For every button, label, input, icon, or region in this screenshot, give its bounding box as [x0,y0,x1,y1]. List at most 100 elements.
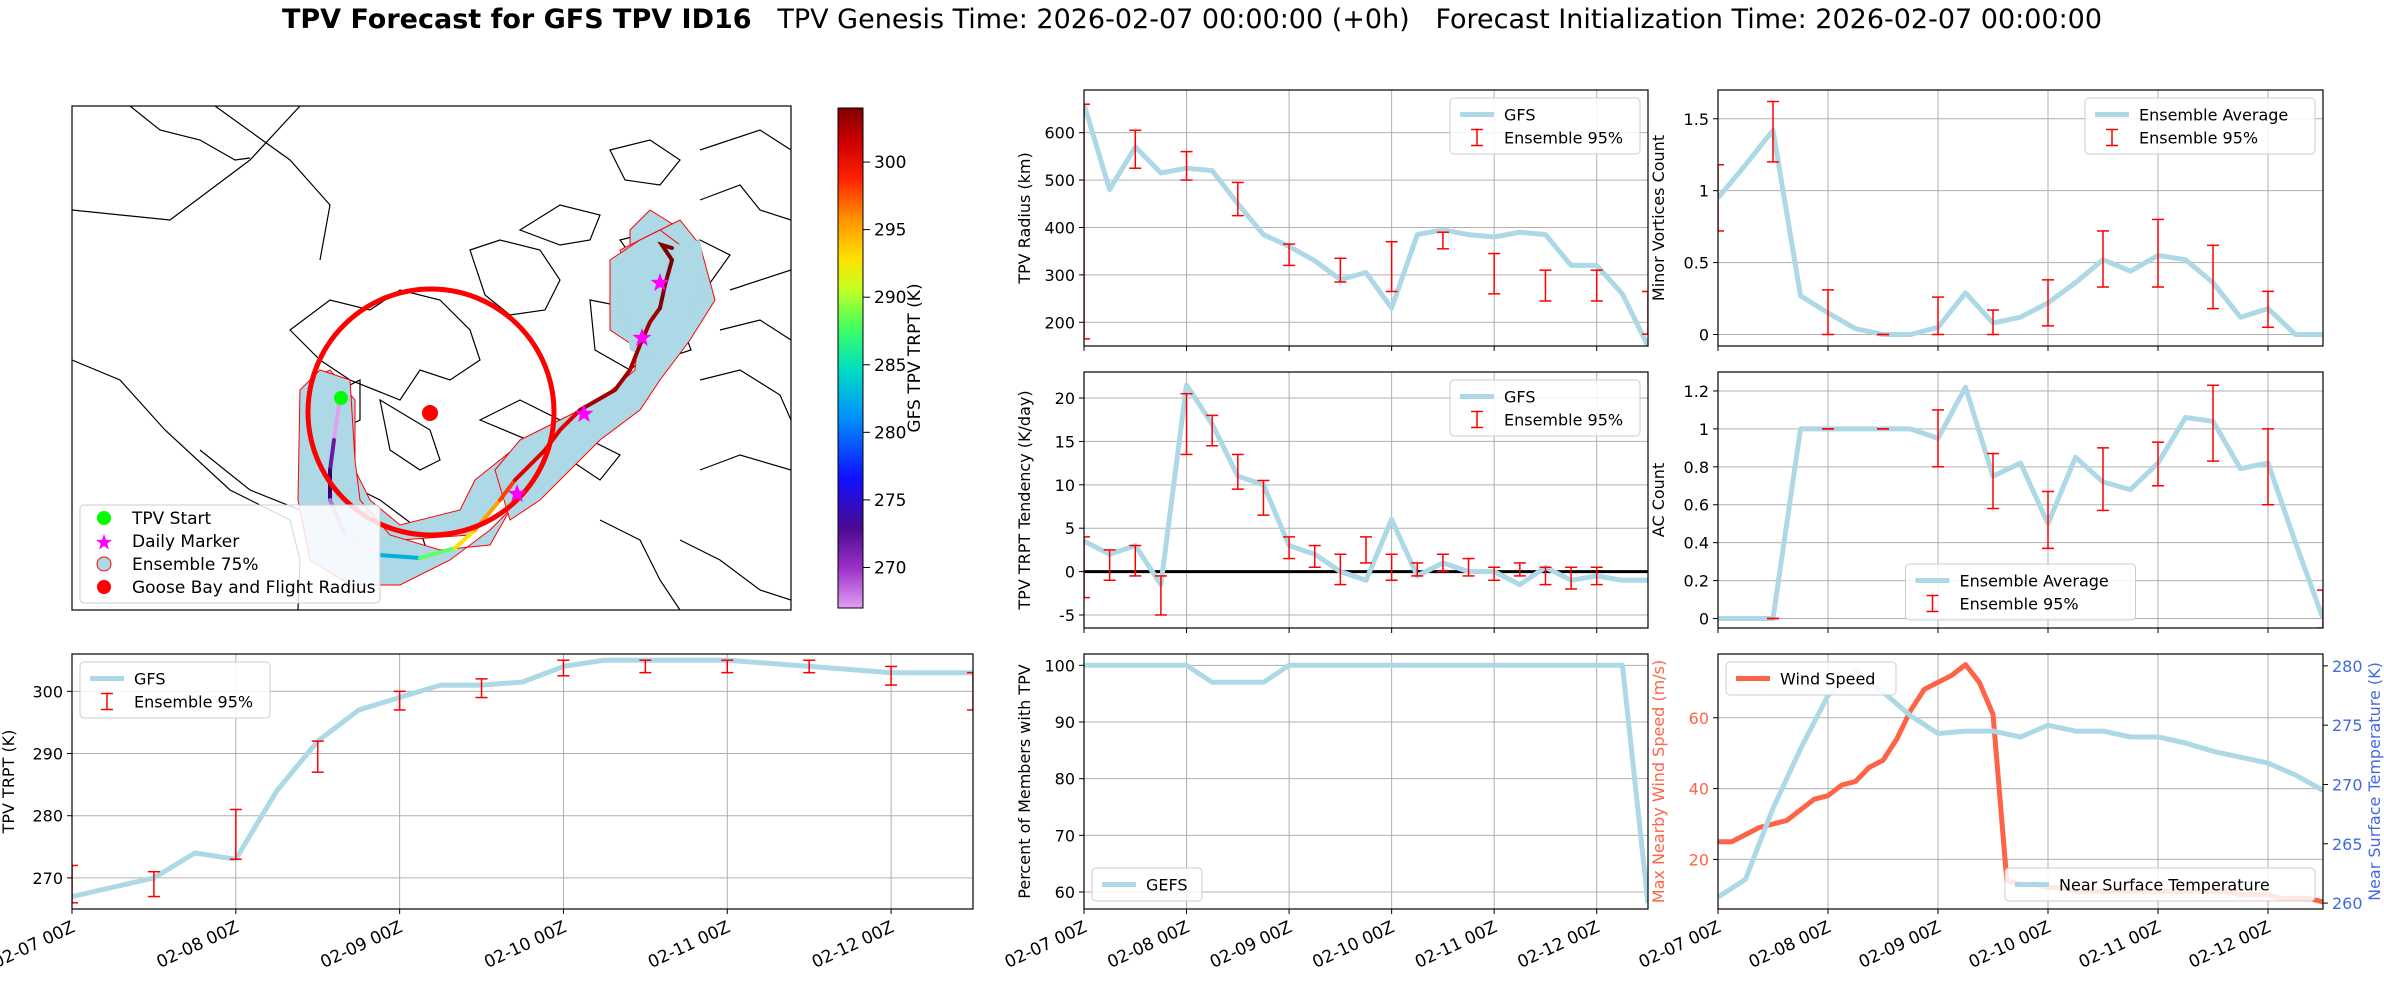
goose-bay-marker [422,405,438,421]
colorbar-label: GFS TPV TRPT (K) [905,283,925,432]
x-tick-label: 02-07 00Z [0,917,78,972]
y2-tick-label: 265 [2332,835,2363,854]
legend-label: Ensemble 95% [2139,129,2258,148]
y-axis-label: AC Count [1649,463,1668,537]
legend-label: GFS [1504,106,1535,125]
x-tick-label: 02-08 00Z [1746,917,1834,972]
plot-area [1084,382,1648,616]
y-axis-label: TPV TRPT (K) [0,730,18,835]
panel-ac: 0 0.2 0.4 0.6 0.8 1 1.2 AC Count Ensemble Averag… [1649,371,2324,633]
legend-box [1905,563,2136,621]
panel-minor: 0 0.5 1 1.5 Minor Vortices Count Ensemble Ave… [1649,89,2324,351]
legend: GFS Ensemble 95% [1449,97,1641,155]
panel-tendency: -5 0 5 10 15 20 TPV TRPT Tendency (K/day) GFS En… [1015,371,1649,633]
legend: Near Surface Temperature [2004,867,2316,902]
y-tick-label: 270 [32,869,63,888]
y-tick-label: 300 [32,682,63,701]
y-tick-label: -5 [1059,606,1075,625]
x-tick-label: 02-11 00Z [645,917,733,972]
axes-frame [1717,89,2324,347]
legend-box [1091,867,1203,902]
legend-label: GFS [1504,388,1535,407]
y-tick-label: 0.8 [1684,458,1709,477]
panel-wind_temp: 20 40 60 02-07 00Z 02-08 00Z 02-09 00Z 02-10 0… [1636,653,2384,973]
legend-box [2084,97,2316,155]
legend-label: Ensemble 95% [1960,595,2079,614]
legend-box [1449,379,1641,437]
plot-area [1084,103,1648,346]
x-tick-label: 02-11 00Z [2076,917,2164,972]
x-tick-label: 02-09 00Z [1207,917,1295,972]
figure-title-rest: TPV Genesis Time: 2026-02-07 00:00:00 (+… [751,4,2103,35]
series-line [1084,662,1648,904]
y-tick-label: 70 [1055,826,1075,845]
y-tick-label: 10 [1055,476,1075,495]
x-tick-label: 02-10 00Z [481,917,569,972]
plot-area [72,657,973,904]
legend-label: Ensemble 95% [1504,411,1623,430]
y-tick-label: 20 [1689,850,1709,869]
x-tick-label: 02-10 00Z [1309,917,1397,972]
map-legend: TPV Start Daily Marker Ensemble 75% Goos… [79,504,381,604]
y-tick-label: 1 [1699,182,1709,201]
y-tick-label: 60 [1055,883,1075,902]
y-tick-label: 1.5 [1684,110,1709,129]
legend-ensemble-icon [96,556,112,572]
legend-daily-marker-icon [96,534,112,550]
legend: Ensemble Average Ensemble 95% [2084,97,2316,155]
legend: Ensemble Average Ensemble 95% [1905,563,2136,621]
axes-frame [1083,371,1649,629]
y-tick-label: 600 [1044,124,1075,143]
panel-percent: 60 70 80 90 100 02-07 00Z 02-08 00Z 02-09 00Z 02… [1002,653,1649,973]
y-axis-label: Minor Vortices Count [1649,135,1668,301]
x-tick-label: 02-11 00Z [1412,917,1500,972]
y2-tick-label: 280 [2332,657,2363,676]
legend-label: Ensemble Average [2139,106,2288,125]
flight-radius-circle [305,286,557,538]
legend: GEFS [1091,867,1203,902]
map-legend-label: Goose Bay and Flight Radius [132,578,376,598]
series-line [72,657,973,900]
colorbar-tick-label: 280 [874,423,906,443]
legend-label: Ensemble 95% [134,693,253,712]
y-tick-label: 0.6 [1684,496,1709,515]
x-tick-label: 02-09 00Z [317,917,405,972]
legend: GFS Ensemble 95% [79,661,271,719]
legend-box [79,661,271,719]
y-tick-label: 500 [1044,171,1075,190]
y-tick-label: 60 [1689,709,1709,728]
colorbar-tick-label: 285 [874,356,906,376]
panel-radius: 200 300 400 500 600 TPV Radius (km) GFS Ensembl… [1015,89,1649,351]
map-panel: TPV Start Daily Marker Ensemble 75% Goos… [71,105,925,611]
y2-tick-label: 260 [2332,894,2363,913]
x-tick-label: 02-07 00Z [1636,917,1724,972]
y-tick-label: 100 [1044,656,1075,675]
colorbar-gradient [837,107,864,609]
colorbar-tick-label: 270 [874,558,906,578]
figure-title-bold: TPV Forecast for GFS TPV ID16 [281,4,752,35]
y-tick-label: 5 [1065,519,1075,538]
y-tick-label: 280 [32,807,63,826]
colorbar-tick-label: 275 [874,491,906,511]
panel-trpt: 270 280 290 300 02-07 00Z 02-08 00Z 02-09 00Z 0… [0,653,974,973]
axes-frame [1717,371,2324,629]
y-axis-label: Percent of Members with TPV [1015,664,1034,898]
series-line [1718,669,2323,900]
plot-area [1718,100,2323,337]
legend-box [2004,867,2316,902]
y2-tick-label: 275 [2332,716,2363,735]
daily-markers [507,273,670,502]
x-tick-label: 02-08 00Z [154,917,242,972]
y-axis-label: TPV TRPT Tendency (K/day) [1015,390,1034,610]
series-line [1718,662,2323,905]
legend-label: Wind Speed [1780,670,1875,689]
y-tick-label: 90 [1055,713,1075,732]
legend-box [1449,97,1641,155]
series-line [1084,382,1648,588]
series-line [1084,103,1648,346]
legend-label: GFS [134,670,165,689]
plot-area [1718,384,2323,628]
y-tick-label: 200 [1044,313,1075,332]
x-tick-label: 02-12 00Z [809,917,897,972]
